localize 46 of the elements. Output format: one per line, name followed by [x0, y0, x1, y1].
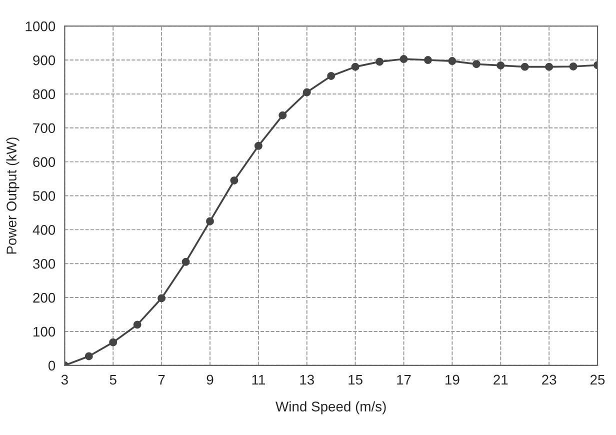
x-tick-label: 9	[206, 374, 214, 385]
x-tick-label: 17	[397, 374, 411, 384]
y-tick-label: 100	[34, 326, 56, 337]
y-tick-label: 0	[48, 360, 56, 371]
x-tick-label: 13	[300, 374, 314, 385]
y-tick-label: 700	[33, 123, 56, 134]
point	[206, 217, 214, 226]
point	[254, 142, 262, 150]
point	[230, 176, 238, 184]
y-tick-label: 300	[33, 258, 56, 269]
point	[84, 352, 93, 360]
x-tick-label: 11	[252, 374, 265, 384]
y-tick-label: 500	[33, 191, 56, 201]
point	[569, 62, 578, 70]
x-tick-label: 21	[494, 374, 508, 384]
point	[376, 58, 384, 66]
y-tick-label: 900	[33, 55, 56, 66]
x-axis-title: Wind Speed (m/s)	[276, 401, 386, 414]
y-tick-label: 1000	[26, 21, 56, 32]
point	[133, 320, 142, 329]
y-tick-label: 600	[33, 157, 56, 167]
x-tick-label: 5	[110, 374, 116, 385]
x-tick-label: 3	[61, 374, 68, 385]
point	[520, 62, 529, 71]
x-tick-label: 23	[542, 374, 556, 385]
point	[278, 111, 287, 120]
y-tick-label: 200	[33, 292, 56, 303]
point	[424, 56, 432, 64]
point	[400, 55, 408, 64]
y-axis-title: Power Output (kW)	[6, 138, 20, 254]
point	[448, 57, 456, 66]
x-tick-label: 7	[158, 374, 165, 384]
point	[158, 294, 166, 302]
x-tick-label: 25	[590, 374, 605, 385]
point	[302, 88, 311, 96]
point	[351, 62, 360, 71]
x-tick-label: 15	[348, 374, 362, 385]
y-tick-label: 800	[33, 89, 56, 100]
point	[545, 62, 554, 71]
point	[327, 72, 336, 80]
x-tick-label: 19	[446, 374, 460, 385]
point	[182, 258, 190, 266]
point	[472, 60, 480, 68]
y-tick-label: 400	[32, 225, 56, 235]
point	[109, 338, 118, 346]
point	[496, 61, 505, 70]
